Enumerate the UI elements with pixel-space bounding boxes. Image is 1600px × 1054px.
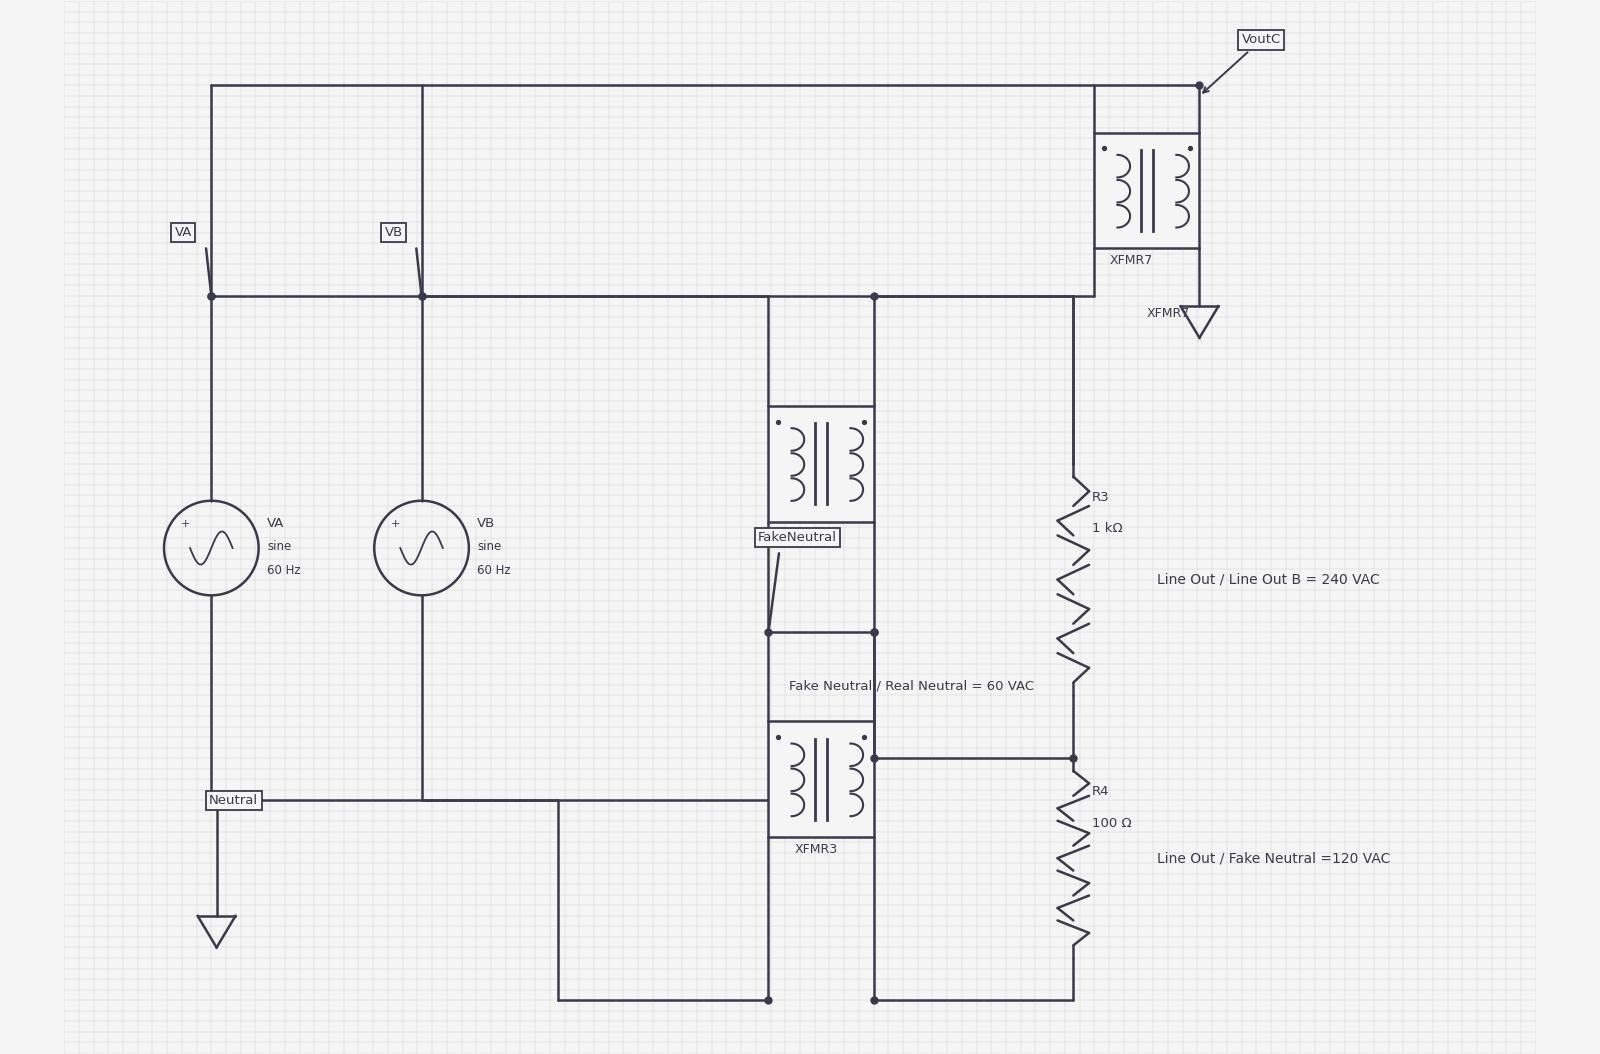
- Text: 60 Hz: 60 Hz: [267, 564, 301, 578]
- Text: FakeNeutral: FakeNeutral: [758, 531, 837, 544]
- Text: XFMR4: XFMR4: [795, 527, 838, 541]
- Text: R3: R3: [1093, 491, 1110, 504]
- Text: VA: VA: [174, 227, 192, 239]
- Text: XFMR7: XFMR7: [1147, 307, 1190, 319]
- Text: VB: VB: [477, 518, 496, 530]
- Text: 100 Ω: 100 Ω: [1093, 817, 1131, 829]
- Text: 60 Hz: 60 Hz: [477, 564, 510, 578]
- Text: +: +: [181, 520, 190, 529]
- Text: XFMR3: XFMR3: [795, 843, 838, 856]
- Text: VB: VB: [384, 227, 403, 239]
- Bar: [768, 406, 874, 522]
- Text: R4: R4: [1093, 785, 1110, 798]
- Text: Neutral: Neutral: [210, 794, 258, 806]
- Text: VA: VA: [267, 518, 285, 530]
- Text: Fake Neutral / Real Neutral = 60 VAC: Fake Neutral / Real Neutral = 60 VAC: [789, 680, 1035, 692]
- Text: Line Out / Line Out B = 240 VAC: Line Out / Line Out B = 240 VAC: [1157, 572, 1381, 587]
- Bar: [768, 722, 874, 837]
- Text: +: +: [390, 520, 400, 529]
- Text: VoutC: VoutC: [1203, 34, 1280, 93]
- Text: XFMR7: XFMR7: [1110, 254, 1154, 268]
- Bar: [1094, 133, 1200, 249]
- Text: sine: sine: [267, 540, 291, 553]
- Text: sine: sine: [477, 540, 501, 553]
- Text: Line Out / Fake Neutral =120 VAC: Line Out / Fake Neutral =120 VAC: [1157, 852, 1390, 865]
- Text: 1 kΩ: 1 kΩ: [1093, 522, 1123, 535]
